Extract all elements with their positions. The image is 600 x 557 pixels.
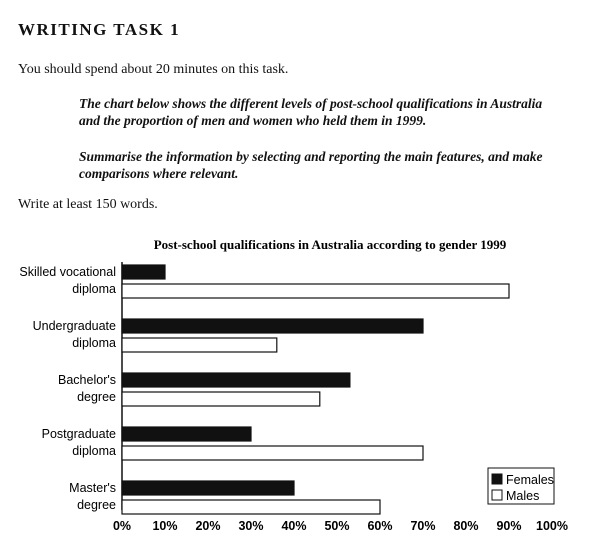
category-label: diploma	[72, 444, 116, 458]
x-tick-label: 90%	[496, 519, 521, 533]
bar-females-2	[121, 372, 351, 388]
bar-males-0	[121, 283, 510, 299]
word-count-instruction: Write at least 150 words.	[18, 197, 158, 212]
x-tick-label: 80%	[453, 519, 478, 533]
task-summary-prompt: Summarise the information by selecting a…	[79, 149, 543, 181]
x-tick-label: 40%	[281, 519, 306, 533]
legend-swatch-males	[491, 489, 503, 501]
time-instruction: You should spend about 20 minutes on thi…	[18, 62, 289, 77]
category-label: degree	[77, 498, 116, 512]
category-label: Master's	[69, 481, 116, 495]
category-label: diploma	[72, 282, 116, 296]
task-prompt: The chart below shows the different leve…	[79, 96, 543, 128]
bar-males-2	[121, 391, 321, 407]
bar-males-1	[121, 337, 278, 353]
category-label: Undergraduate	[33, 319, 116, 333]
legend-swatch-females	[491, 473, 503, 485]
task-title: WRITING TASK 1	[18, 20, 181, 39]
x-tick-label: 100%	[536, 519, 568, 533]
bar-females-4	[121, 480, 295, 496]
x-tick-label: 60%	[367, 519, 392, 533]
category-label: Postgraduate	[42, 427, 116, 441]
legend-label-females: Females	[506, 473, 554, 487]
bar-females-1	[121, 318, 424, 334]
bar-females-3	[121, 426, 252, 442]
x-tick-label: 50%	[324, 519, 349, 533]
category-label: Bachelor's	[58, 373, 116, 387]
x-tick-label: 10%	[152, 519, 177, 533]
bar-males-4	[121, 499, 381, 515]
x-tick-label: 70%	[410, 519, 435, 533]
category-label: Skilled vocational	[19, 265, 116, 279]
x-tick-label: 30%	[238, 519, 263, 533]
legend-label-males: Males	[506, 489, 539, 503]
bar-females-0	[121, 264, 166, 280]
category-label: degree	[77, 390, 116, 404]
chart-title: Post-school qualifications in Australia …	[154, 237, 507, 252]
category-label: diploma	[72, 336, 116, 350]
x-tick-label: 20%	[195, 519, 220, 533]
bar-males-3	[121, 445, 424, 461]
x-tick-label: 0%	[113, 519, 131, 533]
